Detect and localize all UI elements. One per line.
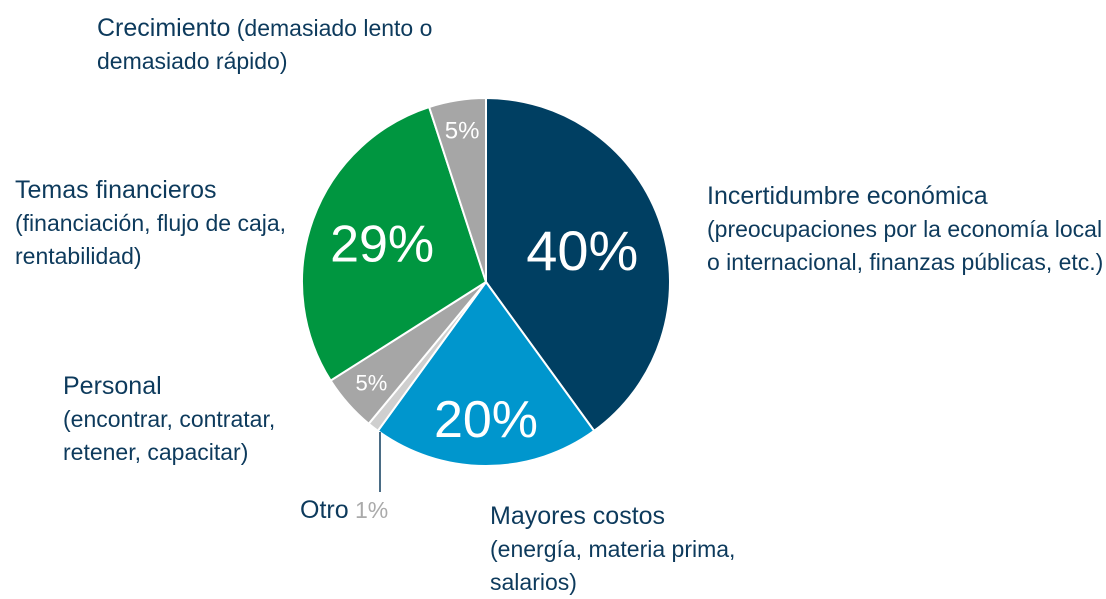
category-description: (financiación, flujo de caja, rentabilid…	[15, 210, 287, 269]
value-label: 5%	[356, 370, 388, 395]
value-label: 20%	[434, 391, 538, 449]
category-description: (preocupaciones por la economía local o …	[707, 216, 1104, 275]
pie-slice	[485, 96, 671, 433]
category-label: Incertidumbre económica (preocupaciones …	[707, 180, 1106, 279]
category-name: Otro	[300, 496, 349, 524]
category-name: Crecimiento	[97, 14, 231, 42]
category-label: Otro 1%	[300, 494, 388, 527]
category-description: (demasiado lento o demasiado rápido)	[97, 15, 433, 74]
pie-slice	[301, 105, 488, 382]
category-label: Crecimiento (demasiado lento o demasiado…	[97, 12, 457, 78]
category-label: Temas financieros (financiación, flujo d…	[15, 174, 305, 273]
pie-slice	[427, 96, 487, 283]
category-name: Personal	[63, 372, 162, 400]
category-label: Mayores costos (energía, materia prima, …	[490, 500, 820, 599]
value-label: 5%	[445, 118, 480, 145]
category-description: (energía, materia prima, salarios)	[490, 536, 736, 595]
value-label: 40%	[526, 219, 638, 282]
category-name: Temas financieros	[15, 176, 217, 204]
category-name: Mayores costos	[490, 502, 666, 530]
category-label: Personal (encontrar, contratar, retener,…	[63, 370, 348, 469]
value-label: 1%	[355, 497, 389, 523]
value-label: 29%	[330, 216, 434, 274]
category-name: Incertidumbre económica	[707, 182, 988, 210]
pie-slice	[376, 280, 596, 467]
category-description: (encontrar, contratar, retener, capacita…	[63, 406, 276, 465]
